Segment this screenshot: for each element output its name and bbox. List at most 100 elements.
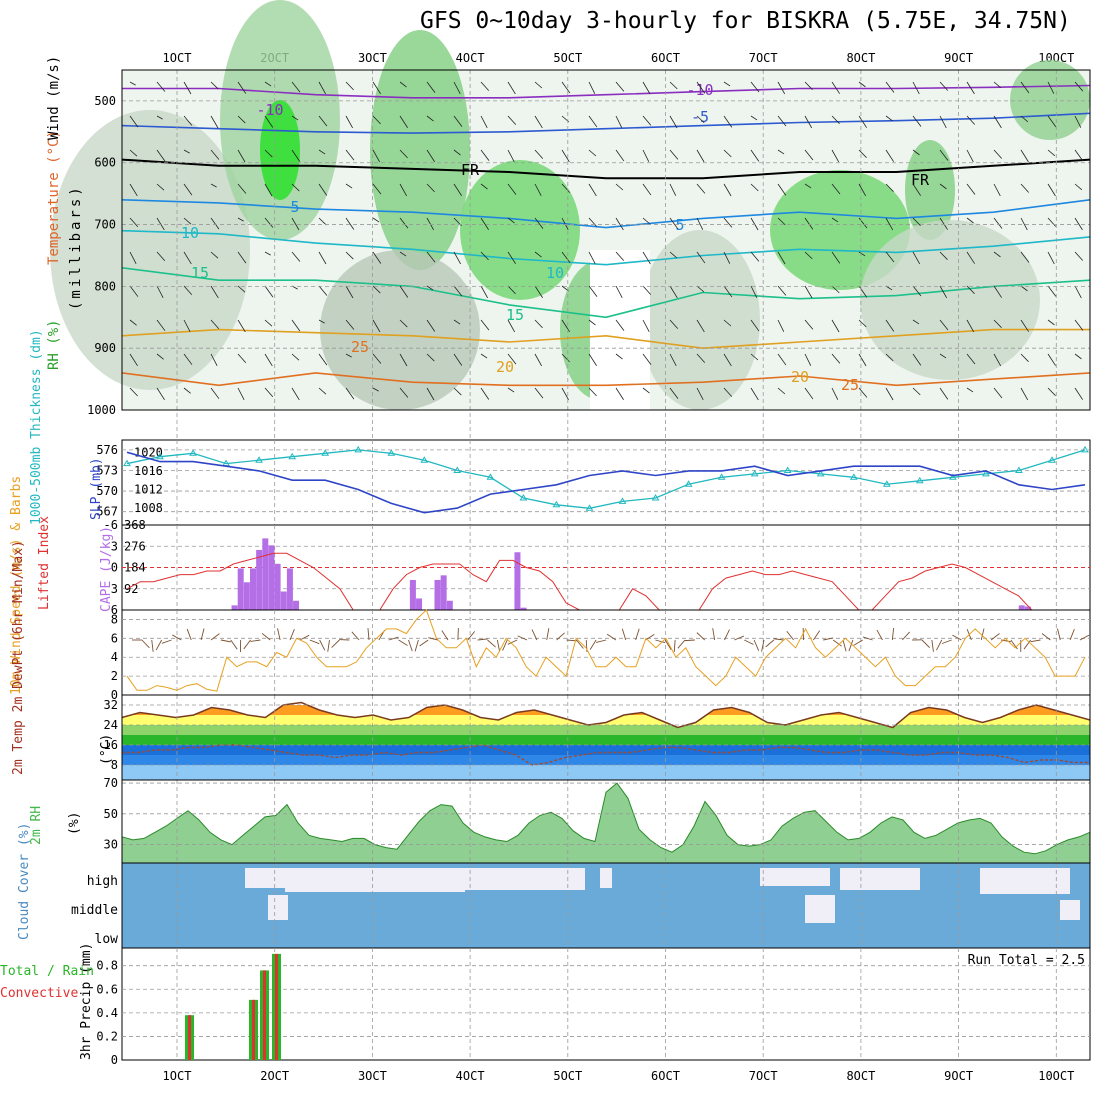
y-tick-label-right: 1012 xyxy=(134,482,163,496)
wind-barb-10m xyxy=(398,639,408,646)
ylabel-cape: CAPE (J/kg) xyxy=(99,526,114,612)
wind-barb xyxy=(966,285,975,294)
contour-label: 20 xyxy=(791,368,809,386)
wind-barb-10m xyxy=(823,637,834,641)
wind-barb xyxy=(723,81,731,87)
temp-color-band xyxy=(122,735,1090,745)
wind-barb-10m xyxy=(990,633,1000,641)
run-total-annotation: Run Total = 2.5 xyxy=(968,953,1085,968)
wind-barb xyxy=(831,251,841,264)
wind-barb xyxy=(210,285,219,299)
wind-barb xyxy=(399,353,408,367)
wind-barb xyxy=(318,183,328,196)
wind-barb xyxy=(615,285,623,299)
wind-barb xyxy=(426,81,436,93)
thickness-marker xyxy=(618,497,627,504)
wind-barb xyxy=(723,353,732,367)
wind-barb xyxy=(480,251,489,261)
bottom-x-tick-label: 7OCT xyxy=(749,1069,778,1083)
wind-barb xyxy=(912,353,922,366)
panel-frame xyxy=(121,609,1091,696)
y-tick-label: 0 xyxy=(111,688,118,702)
wind-barb xyxy=(1047,183,1056,197)
wind-barb xyxy=(1074,115,1082,128)
wind-barb-10m xyxy=(467,631,476,641)
wind-barb-10m xyxy=(765,639,775,648)
cloud-row-label: high xyxy=(87,874,118,889)
wind-barb xyxy=(1020,353,1029,362)
y-tick-label: 0.8 xyxy=(96,959,118,973)
y-tick-label: 24 xyxy=(104,718,118,732)
isotherm-20 xyxy=(121,328,1090,350)
wind-barb xyxy=(642,217,651,225)
ylabel-temp: Temperature (°C) xyxy=(46,130,62,265)
thickness-marker xyxy=(354,445,363,453)
wind-barb xyxy=(966,353,976,365)
wind-barb xyxy=(858,285,868,298)
y-tick-label-right: 1008 xyxy=(134,501,163,515)
wind-barb xyxy=(237,387,245,401)
wind-barb xyxy=(453,319,461,325)
wind-barb xyxy=(723,149,732,158)
wind-barb-10m xyxy=(502,639,508,651)
wind-barb xyxy=(885,115,893,122)
temp-color-band xyxy=(122,765,1090,780)
wind-barb xyxy=(507,149,515,163)
wind-barb xyxy=(588,285,598,297)
wind-barb xyxy=(264,183,273,197)
rh-line xyxy=(121,782,1091,855)
thickness-marker xyxy=(783,466,792,473)
rh-area-overlay xyxy=(122,783,1090,863)
wind-barb xyxy=(291,149,301,162)
thickness-marker xyxy=(1081,445,1089,453)
wind-barb xyxy=(804,217,814,230)
wind-barb-10m xyxy=(891,628,895,641)
wind-barb-10m xyxy=(210,633,220,641)
wind-barb xyxy=(345,251,354,260)
wind-barb xyxy=(534,81,543,89)
cape-bar xyxy=(416,598,423,610)
wind-barb-10m xyxy=(1069,628,1075,641)
wind-barb xyxy=(129,183,138,197)
wind-barb-10m xyxy=(496,639,501,652)
wind-barb-10m xyxy=(556,632,565,641)
top-x-tick-label: 1OCT xyxy=(163,51,192,65)
thickness-line xyxy=(126,449,1086,509)
wind-barb xyxy=(210,183,217,188)
wind-barb xyxy=(993,319,1002,328)
wind-barb xyxy=(480,149,490,161)
wind-barb xyxy=(642,285,652,295)
wind-barb xyxy=(372,387,379,392)
wind-barb xyxy=(237,115,246,124)
y-tick-label-left: 6 xyxy=(111,603,118,617)
wind-barb-10m xyxy=(773,638,784,641)
wind-barb-10m xyxy=(673,639,676,652)
wind-barb xyxy=(885,387,894,401)
wind-barb xyxy=(480,115,488,129)
wind-barb xyxy=(291,251,301,262)
wind-barb xyxy=(885,149,894,162)
wind-barb xyxy=(696,387,704,401)
wind-barb xyxy=(426,115,434,122)
y-tick-label-right: 92 xyxy=(124,582,138,596)
wind-barb xyxy=(426,353,435,362)
wind-barb xyxy=(399,115,408,128)
wind-barb xyxy=(912,319,920,325)
legend-convective: Convective xyxy=(0,986,78,1001)
wind-barb xyxy=(615,217,624,231)
wind-barb xyxy=(1020,149,1029,163)
wind-barb-10m xyxy=(200,628,205,641)
temp-mask xyxy=(122,695,1090,728)
wind-barb-10m xyxy=(862,636,873,641)
wind-barb-10m xyxy=(980,628,985,641)
wind-barb xyxy=(507,115,517,125)
wind-barb-10m xyxy=(546,628,550,641)
precip-conv-bar xyxy=(252,999,255,1060)
wind-barb xyxy=(372,319,381,333)
wind-barb xyxy=(237,81,247,94)
wind-barb xyxy=(210,353,218,367)
slp-line xyxy=(126,451,1086,514)
y-tick-label-left: 3 xyxy=(111,582,118,596)
wind-barb xyxy=(777,115,787,127)
wind-barb-10m xyxy=(517,635,528,641)
